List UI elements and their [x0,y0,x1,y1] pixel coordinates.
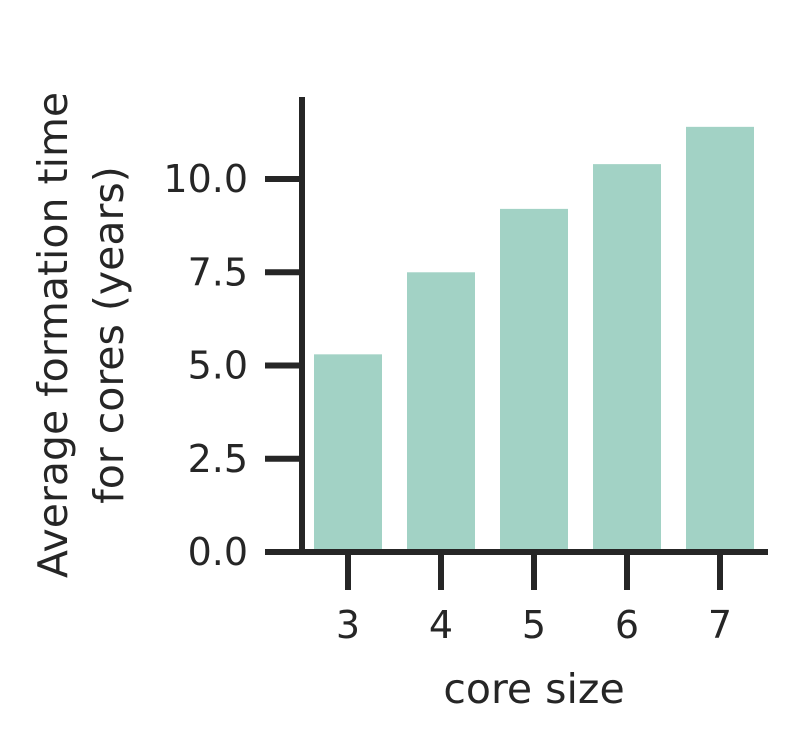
x-tick-label: 4 [429,603,453,647]
y-tick-label: 7.5 [188,250,248,294]
x-tick-label: 6 [615,603,639,647]
x-axis-title: core size [443,665,624,713]
y-tick-label: 0.0 [188,530,248,574]
x-tick-label: 5 [522,603,546,647]
x-axis-ticks: 3 4 5 6 7 [336,552,732,647]
bar-7 [686,126,754,553]
bars-group [314,126,754,553]
y-tick-label: 5.0 [188,344,248,388]
bar-6 [593,164,661,552]
y-axis-title: Average formation time for cores (years) [29,92,133,578]
y-axis-title-line-1: Average formation time [29,92,77,578]
bar-4 [407,272,475,552]
y-axis-ticks: 0.0 2.5 5.0 7.5 10.0 [163,157,302,574]
x-tick-label: 3 [336,603,360,647]
bar-5 [500,208,568,552]
y-tick-label: 2.5 [188,437,248,481]
y-tick-label: 10.0 [163,157,248,201]
bar-3 [314,354,382,552]
y-axis-title-line-2: for cores (years) [85,166,133,503]
x-tick-label: 7 [708,603,732,647]
